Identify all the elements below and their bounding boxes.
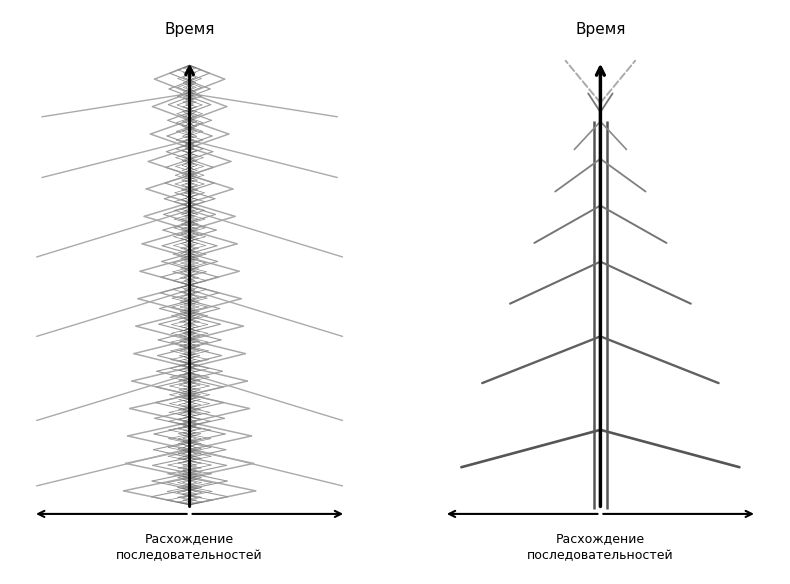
Text: Расхождение
последовательностей: Расхождение последовательностей (116, 533, 263, 562)
Text: Время: Время (164, 22, 215, 37)
Text: Время: Время (575, 22, 626, 37)
Text: Расхождение
последовательностей: Расхождение последовательностей (527, 533, 674, 562)
